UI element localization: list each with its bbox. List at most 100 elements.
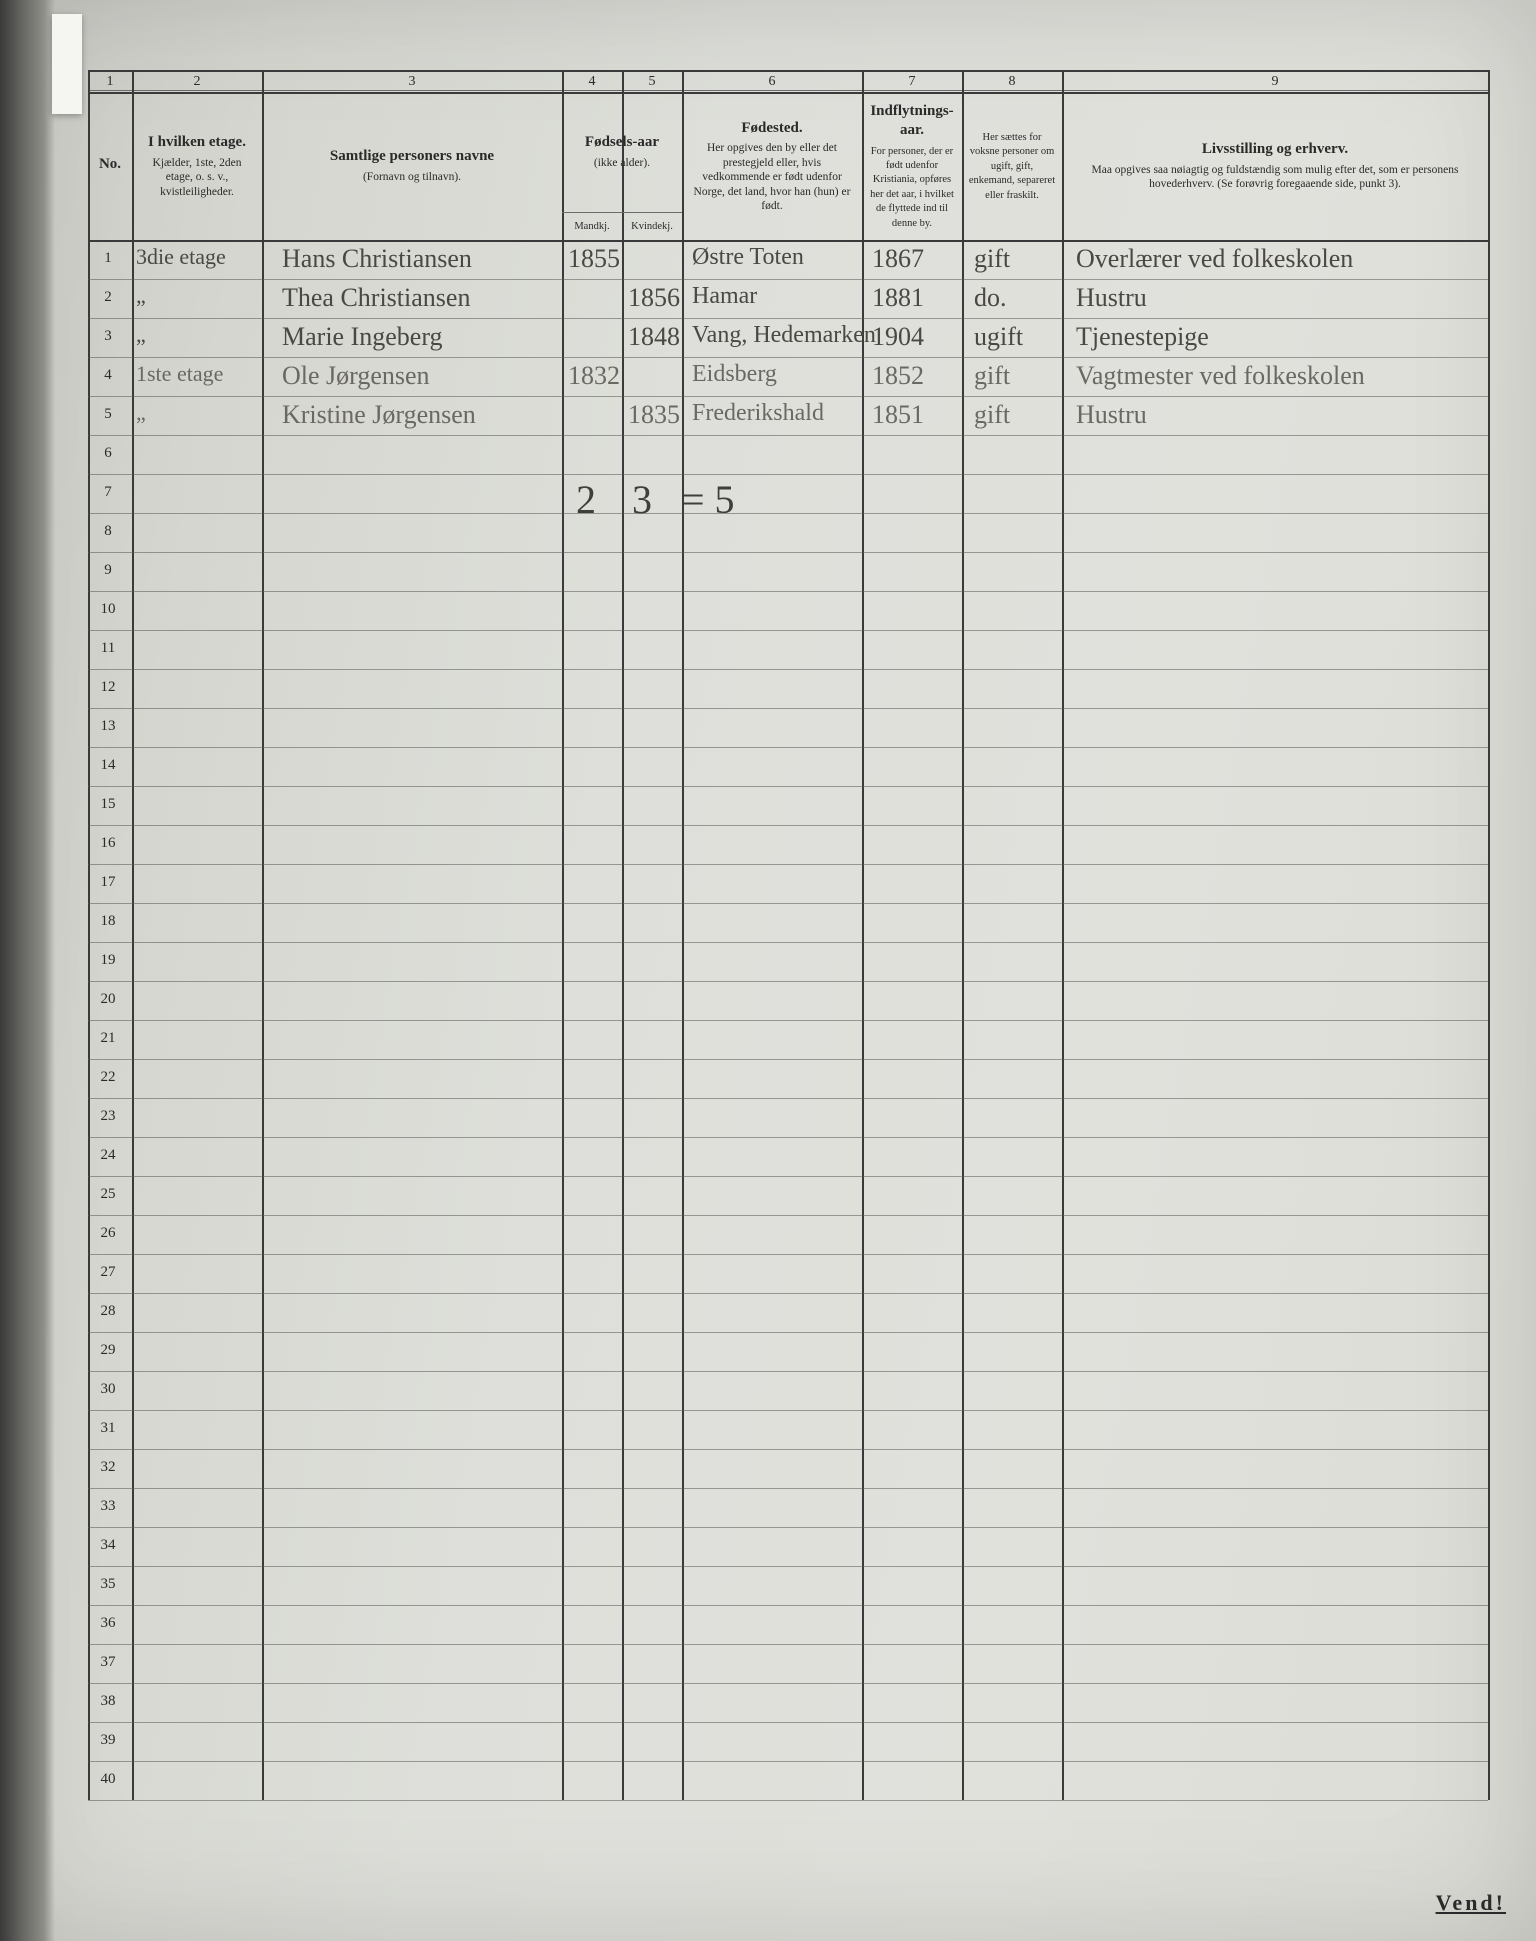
cell-navn: Thea Christiansen <box>282 283 470 313</box>
row-number: 39 <box>88 1732 128 1749</box>
cell-indfl: 1852 <box>872 361 924 391</box>
index-tab <box>52 14 82 114</box>
row-number: 37 <box>88 1654 128 1671</box>
colnum-1: 1 <box>88 74 132 90</box>
cell-stand: gift <box>974 361 1010 391</box>
footer-vend: Vend! <box>1436 1890 1506 1916</box>
row-number: 5 <box>88 406 128 423</box>
row-number: 28 <box>88 1303 128 1320</box>
colnum-7: 7 <box>862 74 962 90</box>
colnum-4: 4 <box>562 74 622 90</box>
row-number: 3 <box>88 328 128 345</box>
cell-etage: 1ste etage <box>136 361 223 387</box>
tally-col5: 3 <box>632 476 652 523</box>
row-number: 17 <box>88 874 128 891</box>
scanned-page: 123456789No.I hvilken etage.Kjælder, 1st… <box>0 0 1536 1941</box>
row-number: 15 <box>88 796 128 813</box>
row-number: 13 <box>88 718 128 735</box>
row-number: 7 <box>88 484 128 501</box>
row-number: 20 <box>88 991 128 1008</box>
cell-fodested: Eidsberg <box>692 361 777 388</box>
colnum-9: 9 <box>1062 74 1488 90</box>
cell-stand: gift <box>974 244 1010 274</box>
row-number: 2 <box>88 289 128 306</box>
row-number: 1 <box>88 250 128 267</box>
row-number: 23 <box>88 1108 128 1125</box>
row-number: 33 <box>88 1498 128 1515</box>
cell-navn: Ole Jørgensen <box>282 361 430 391</box>
row-number: 12 <box>88 679 128 696</box>
cell-fodested: Østre Toten <box>692 244 804 271</box>
cell-erhverv: Tjenestepige <box>1076 322 1209 352</box>
header-c8: Her sættes for voksne personer om ugift,… <box>962 94 1062 238</box>
cell-navn: Kristine Jørgensen <box>282 400 476 430</box>
row-number: 16 <box>88 835 128 852</box>
colnum-2: 2 <box>132 74 262 90</box>
binding-shadow <box>0 0 55 1941</box>
cell-kvin: 1856 <box>628 283 680 313</box>
row-number: 27 <box>88 1264 128 1281</box>
header-c6: Fødested.Her opgives den by eller det pr… <box>682 94 862 238</box>
cell-etage: 3die etage <box>136 244 226 270</box>
cell-fodested: Frederikshald <box>692 400 824 427</box>
cell-indfl: 1851 <box>872 400 924 430</box>
cell-mand: 1855 <box>568 244 620 274</box>
colnum-8: 8 <box>962 74 1062 90</box>
row-number: 22 <box>88 1069 128 1086</box>
row-number: 6 <box>88 445 128 462</box>
cell-navn: Marie Ingeberg <box>282 322 443 352</box>
cell-etage: „ <box>136 400 146 426</box>
cell-erhverv: Hustru <box>1076 283 1147 313</box>
cell-navn: Hans Christiansen <box>282 244 472 274</box>
cell-erhverv: Hustru <box>1076 400 1147 430</box>
row-number: 35 <box>88 1576 128 1593</box>
header-c4-sub: Mandkj. <box>562 214 622 238</box>
header-c2: I hvilken etage.Kjælder, 1ste, 2den etag… <box>132 94 262 238</box>
row-number: 29 <box>88 1342 128 1359</box>
row-number: 14 <box>88 757 128 774</box>
cell-mand: 1832 <box>568 361 620 391</box>
row-number: 18 <box>88 913 128 930</box>
census-form-table: 123456789No.I hvilken etage.Kjælder, 1st… <box>88 70 1488 1800</box>
header-c5-sub: Kvindekj. <box>622 214 682 238</box>
cell-stand: gift <box>974 400 1010 430</box>
row-number: 25 <box>88 1186 128 1203</box>
cell-kvin: 1835 <box>628 400 680 430</box>
row-number: 26 <box>88 1225 128 1242</box>
row-number: 31 <box>88 1420 128 1437</box>
header-c1: No. <box>88 94 132 238</box>
cell-fodested: Vang, Hedemarken <box>692 322 876 349</box>
cell-indfl: 1881 <box>872 283 924 313</box>
cell-stand: do. <box>974 283 1007 313</box>
row-number: 32 <box>88 1459 128 1476</box>
row-number: 30 <box>88 1381 128 1398</box>
row-number: 21 <box>88 1030 128 1047</box>
colnum-6: 6 <box>682 74 862 90</box>
cell-kvin: 1848 <box>628 322 680 352</box>
row-number: 36 <box>88 1615 128 1632</box>
row-number: 40 <box>88 1771 128 1788</box>
row-number: 4 <box>88 367 128 384</box>
colnum-3: 3 <box>262 74 562 90</box>
cell-etage: „ <box>136 322 146 348</box>
header-c7: Indflytnings-aar.For personer, der er fø… <box>862 94 962 238</box>
tally-col4: 2 <box>576 476 596 523</box>
header-c45: Fødsels-aar(ikke alder). <box>562 94 682 210</box>
cell-erhverv: Overlærer ved folkeskolen <box>1076 244 1353 274</box>
cell-indfl: 1867 <box>872 244 924 274</box>
row-number: 10 <box>88 601 128 618</box>
row-number: 11 <box>88 640 128 657</box>
row-number: 19 <box>88 952 128 969</box>
row-number: 38 <box>88 1693 128 1710</box>
header-c3: Samtlige personers navne(Fornavn og tiln… <box>262 94 562 238</box>
row-number: 34 <box>88 1537 128 1554</box>
cell-fodested: Hamar <box>692 283 757 310</box>
row-number: 9 <box>88 562 128 579</box>
cell-stand: ugift <box>974 322 1023 352</box>
tally-sum: = 5 <box>682 476 735 523</box>
row-number: 24 <box>88 1147 128 1164</box>
row-number: 8 <box>88 523 128 540</box>
cell-erhverv: Vagtmester ved folkeskolen <box>1076 361 1365 391</box>
cell-indfl: 1904 <box>872 322 924 352</box>
cell-etage: „ <box>136 283 146 309</box>
